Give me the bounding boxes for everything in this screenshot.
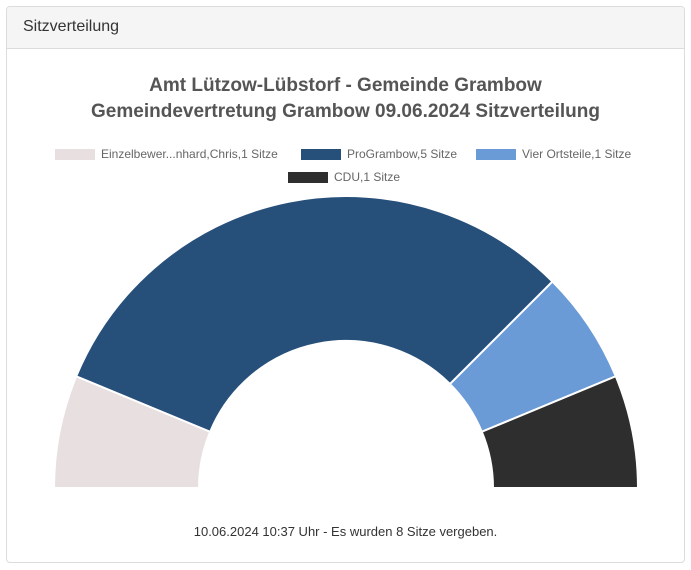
chart-segment-4[interactable]: [480, 374, 640, 489]
legend-label-cdu: CDU,1 Sitze: [334, 170, 401, 184]
chart-segment-2[interactable]: [74, 195, 554, 434]
chart-title-line-1: Amt Lützow-Lübstorf - Gemeinde Grambow: [149, 75, 542, 96]
panel-heading: Sitzverteilung: [7, 7, 684, 49]
legend-swatch-cdu: [288, 171, 328, 183]
legend-label-prograbow: ProGrambow,5 Sitze: [347, 147, 458, 161]
seats-footer-note: 10.06.2024 10:37 Uhr - Es wurden 8 Sitze…: [193, 524, 498, 539]
legend-label-einzelbewerber: Einzelbewer...nhard,Chris,1 Sitze: [101, 147, 278, 161]
legend-swatch-einzelbewerber: [55, 148, 95, 160]
legend-item-prograbow[interactable]: ProGrambow,5 Sitze: [301, 147, 457, 161]
legend-item-cdu[interactable]: CDU,1 Sitze: [288, 170, 400, 184]
chart-title-line-2: Gemeindevertretung Grambow 09.06.2024 Si…: [91, 101, 600, 122]
legend-swatch-vier-ortsteile: [476, 148, 516, 160]
legend-item-einzelbewerber[interactable]: Einzelbewer...nhard,Chris,1 Sitze: [55, 147, 278, 161]
legend-swatch-prograbow: [301, 148, 341, 160]
legend-item-vier-ortsteile[interactable]: Vier Ortsteile,1 Sitze: [476, 147, 631, 161]
legend-label-vier-ortsteile: Vier Ortsteile,1 Sitze: [522, 147, 632, 161]
